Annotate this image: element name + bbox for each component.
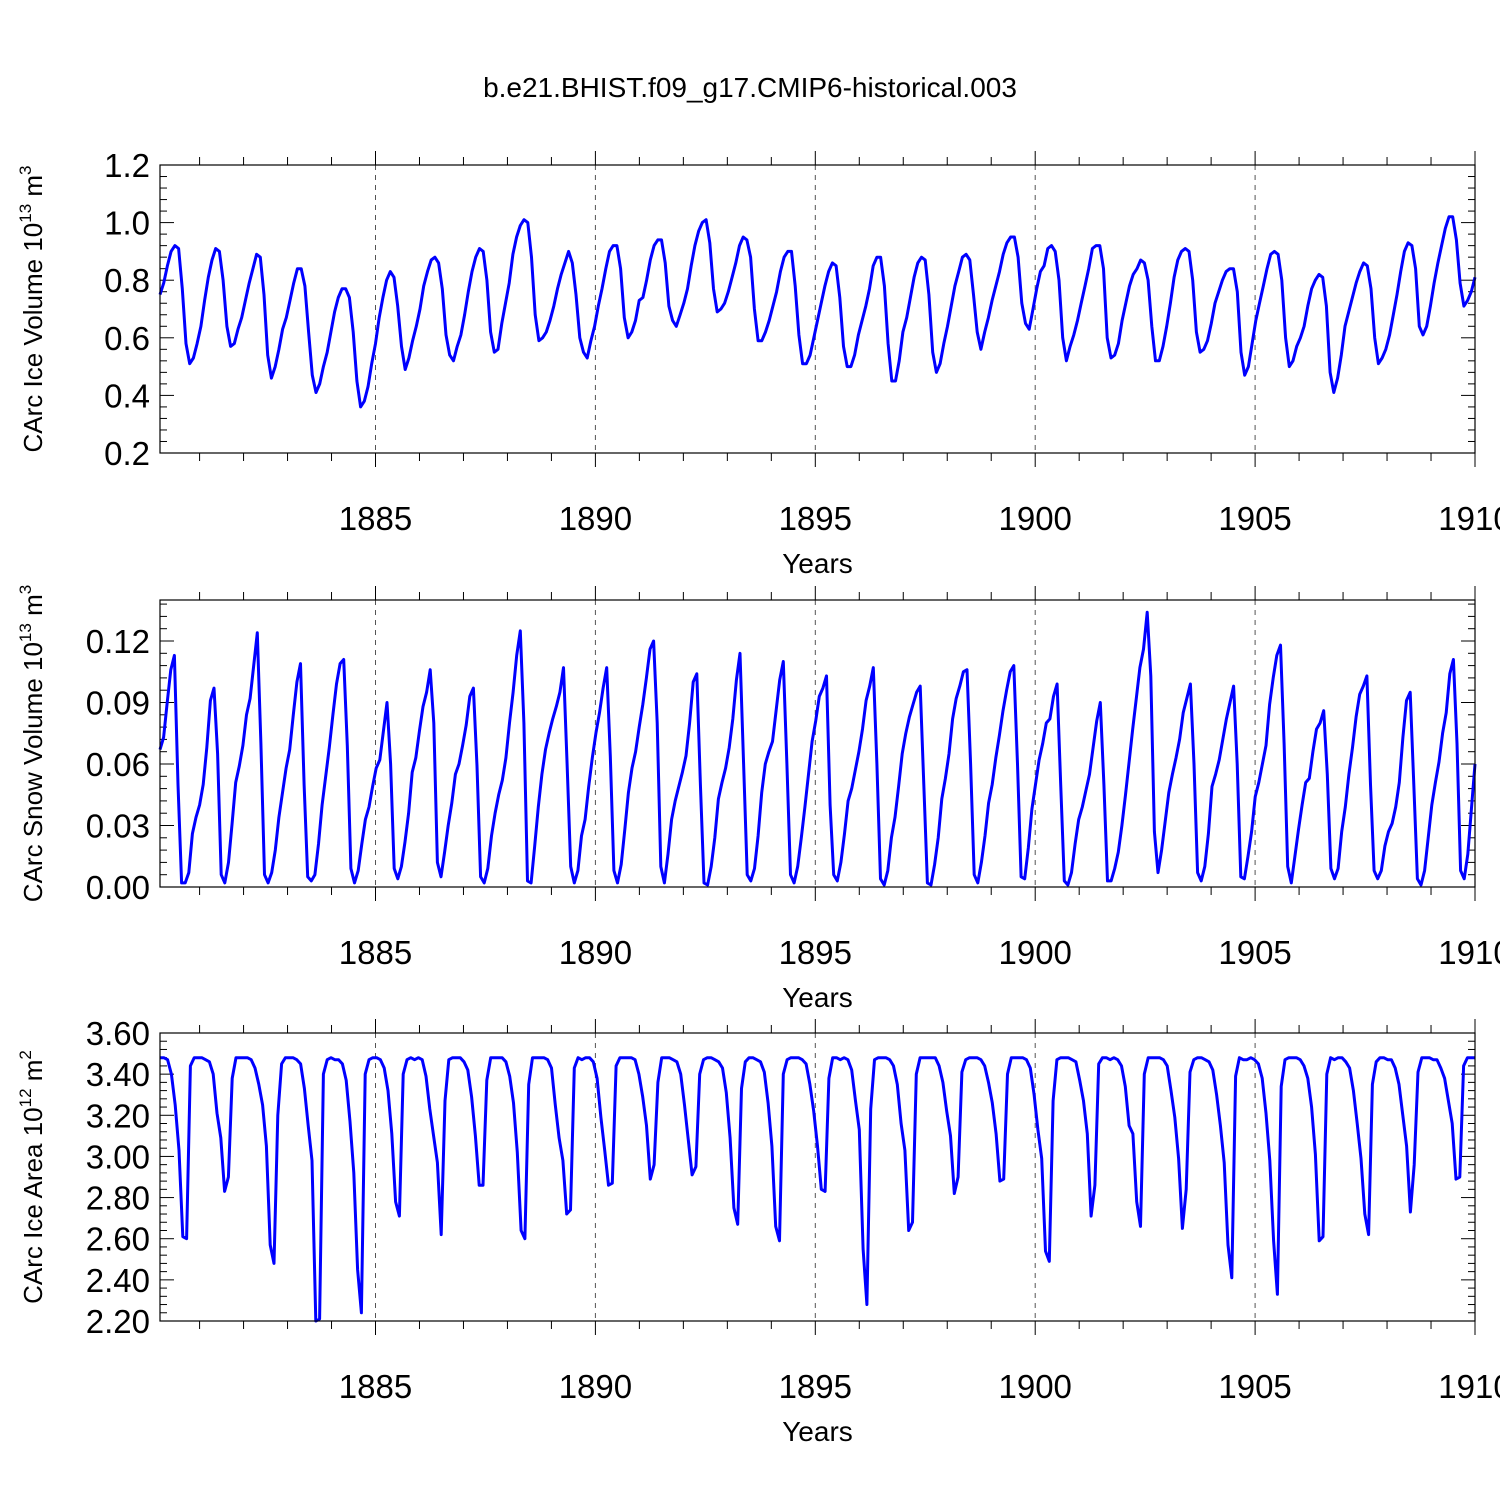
ice-volume-x-tick-label: 1890 [559, 500, 632, 537]
ice-area-y-tick-label: 2.60 [86, 1221, 150, 1258]
ice-volume-y-tick-label: 0.8 [104, 262, 150, 299]
ice-area-y-tick-label: 2.40 [86, 1262, 150, 1299]
snow-volume-series-line [158, 610, 1477, 887]
ice-area-y-tick-label: 2.20 [86, 1303, 150, 1340]
page-title: b.e21.BHIST.f09_g17.CMIP6-historical.003 [483, 72, 1017, 103]
ice-volume-y-tick-label: 0.4 [104, 377, 150, 414]
ice-volume-y-tick-label: 0.2 [104, 435, 150, 472]
ice-area-y-tick-label: 3.60 [86, 1015, 150, 1052]
ice-volume-x-axis-label: Years [782, 548, 853, 579]
ice-volume-x-tick-label: 1885 [339, 500, 412, 537]
ice-area-series-line [160, 1056, 1475, 1323]
snow-volume-panel: 0.00 0.03 0.06 0.09 0.12 1885 1890 1895 1900 1905… [16, 585, 1500, 1013]
ice-area-panel: 2.20 2.40 2.60 2.80 3.00 3.20 3.40 3.60 1885 1890… [16, 1015, 1500, 1447]
ice-area-plot-frame [159, 1032, 1476, 1322]
snow-volume-plot-frame [159, 599, 1476, 888]
snow-volume-y-tick-label: 0.06 [86, 746, 150, 783]
ice-volume-x-tick-label: 1895 [779, 500, 852, 537]
ice-volume-x-tick-label: 1910 [1438, 500, 1500, 537]
ice-area-y-tick-label: 3.40 [86, 1056, 150, 1093]
ice-volume-series-line [158, 215, 1477, 409]
snow-volume-x-tick-label: 1890 [559, 934, 632, 971]
ice-volume-y-tick-label: 1.2 [104, 147, 150, 184]
ice-area-x-tick-label: 1885 [339, 1368, 412, 1405]
ice-area-x-tick-label: 1895 [779, 1368, 852, 1405]
ice-area-x-tick-label: 1905 [1218, 1368, 1291, 1405]
snow-volume-x-axis-label: Years [782, 982, 853, 1013]
snow-volume-x-tick-label: 1910 [1438, 934, 1500, 971]
snow-volume-y-tick-label: 0.03 [86, 808, 150, 845]
snow-volume-y-tick-label: 0.00 [86, 869, 150, 906]
ice-area-y-tick-label: 3.20 [86, 1097, 150, 1134]
ice-area-x-tick-label: 1900 [998, 1368, 1071, 1405]
ice-area-x-axis-label: Years [782, 1416, 853, 1447]
snow-volume-x-tick-label: 1895 [779, 934, 852, 971]
ice-volume-x-tick-label: 1900 [998, 500, 1071, 537]
ice-volume-y-axis-label: CArc Ice Volume 1013 m3 [16, 165, 48, 452]
snow-volume-x-tick-label: 1905 [1218, 934, 1291, 971]
snow-volume-x-tick-label: 1885 [339, 934, 412, 971]
ice-volume-panel: 0.2 0.4 0.6 0.8 1.0 1.2 1885 1890 1895 1900 1905 19… [16, 147, 1500, 579]
ice-volume-x-tick-label: 1905 [1218, 500, 1291, 537]
ice-volume-y-tick-label: 0.6 [104, 320, 150, 357]
ice-area-x-tick-label: 1910 [1438, 1368, 1500, 1405]
snow-volume-x-tick-label: 1900 [998, 934, 1071, 971]
ice-area-x-tick-label: 1890 [559, 1368, 632, 1405]
ice-volume-y-tick-label: 1.0 [104, 205, 150, 242]
snow-volume-y-tick-label: 0.09 [86, 685, 150, 722]
ice-volume-plot-frame [159, 164, 1476, 454]
ice-area-y-axis-label: CArc Ice Area 1012 m2 [16, 1050, 48, 1304]
ice-area-y-tick-label: 2.80 [86, 1180, 150, 1217]
ice-area-y-tick-label: 3.00 [86, 1138, 150, 1175]
snow-volume-y-axis-label: CArc Snow Volume 1013 m3 [16, 585, 48, 902]
snow-volume-y-tick-label: 0.12 [86, 623, 150, 660]
